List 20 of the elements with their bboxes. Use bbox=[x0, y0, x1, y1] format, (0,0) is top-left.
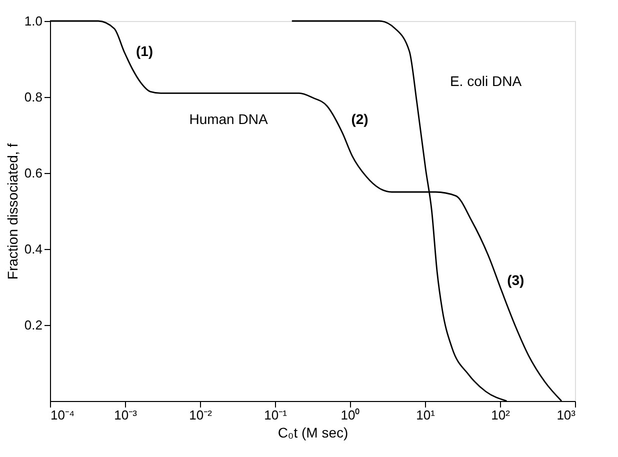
x-tick-label: 10¹ bbox=[416, 408, 436, 422]
x-tick-label: 10⁻² bbox=[189, 408, 213, 422]
x-tick-label: 10³ bbox=[556, 408, 576, 422]
y-axis-title: Fraction dissociated, f bbox=[4, 143, 20, 280]
y-tick-label: 0.4 bbox=[24, 242, 42, 256]
annotation: (1) bbox=[136, 43, 154, 60]
y-tick-label: 1.0 bbox=[24, 14, 42, 28]
annotation: (3) bbox=[507, 272, 524, 288]
x-tick-label: 10⁻³ bbox=[114, 408, 138, 422]
x-tick-label: 10⁻⁴ bbox=[50, 408, 75, 422]
y-tick-label: 0.2 bbox=[24, 318, 42, 332]
x-tick-label: 10⁻¹ bbox=[264, 408, 288, 422]
series-label: Human DNA bbox=[189, 110, 268, 127]
y-tick-label: 0.8 bbox=[24, 90, 42, 104]
x-tick-label: 10² bbox=[491, 408, 511, 422]
x-tick-label: 10⁰ bbox=[340, 408, 360, 422]
annotation: (2) bbox=[351, 110, 368, 127]
y-tick-label: 0.6 bbox=[24, 166, 42, 180]
text: E. coli DNA bbox=[450, 72, 522, 89]
x-axis-title: C₀t (M sec) bbox=[278, 424, 348, 440]
